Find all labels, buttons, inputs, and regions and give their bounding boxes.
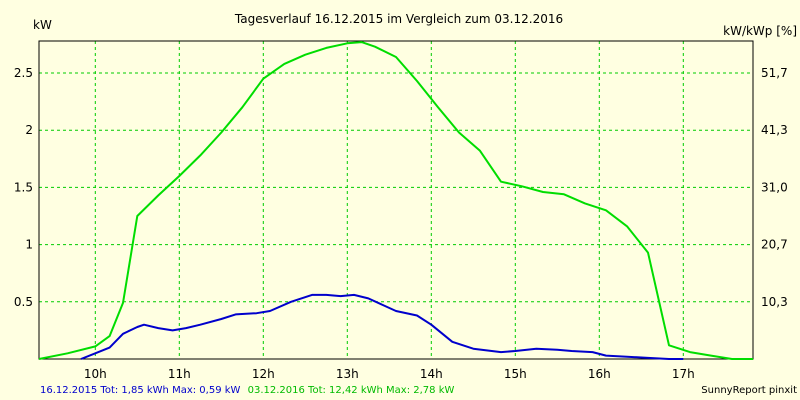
- x-tick-label: 10h: [84, 367, 107, 381]
- y-tick-label: 1.5: [14, 180, 33, 194]
- x-tick-label: 13h: [336, 367, 359, 381]
- x-tick-label: 16h: [588, 367, 611, 381]
- tick-labels: 10h 11h 12h 13h 14h 15h 16h 17h 0.5 10,3 1 20,7 1.5 3…: [14, 66, 788, 381]
- grid: [39, 41, 753, 359]
- footer-credit: SunnyReport pinxit: [701, 385, 797, 396]
- x-tick-label: 14h: [420, 367, 443, 381]
- y-axis-right-label: kW/kWp [%]: [723, 24, 797, 38]
- y-tick-label: 2.5: [14, 66, 33, 80]
- y2-tick-label: 41,3: [761, 123, 788, 137]
- y2-tick-label: 31,0: [761, 180, 788, 194]
- y2-tick-label: 10,3: [761, 295, 788, 309]
- y-tick-label: 0.5: [14, 295, 33, 309]
- y2-tick-label: 51,7: [761, 66, 788, 80]
- y-tick-label: 1: [25, 238, 33, 252]
- series-layer: [38, 41, 753, 360]
- legend-series2: 03.12.2016 Tot: 12,42 kWh Max: 2,78 kW: [248, 385, 455, 396]
- x-tick-label: 17h: [672, 367, 695, 381]
- series-line-2: [38, 41, 753, 360]
- legend-text: 16.12.2015 Tot: 1,85 kWh Max: 0,59 kW 03…: [40, 385, 454, 396]
- x-tick-label: 15h: [504, 367, 527, 381]
- legend-series1: 16.12.2015 Tot: 1,85 kWh Max: 0,59 kW: [40, 385, 241, 396]
- y-axis-left-label: kW: [33, 18, 52, 32]
- x-tick-label: 12h: [252, 367, 275, 381]
- chart-title: Tagesverlauf 16.12.2015 im Vergleich zum…: [234, 12, 563, 26]
- x-tick-label: 11h: [168, 367, 191, 381]
- series-line-1: [80, 293, 684, 360]
- plot-frame: [38, 40, 754, 360]
- y-tick-label: 2: [25, 123, 33, 137]
- y2-tick-label: 20,7: [761, 238, 788, 252]
